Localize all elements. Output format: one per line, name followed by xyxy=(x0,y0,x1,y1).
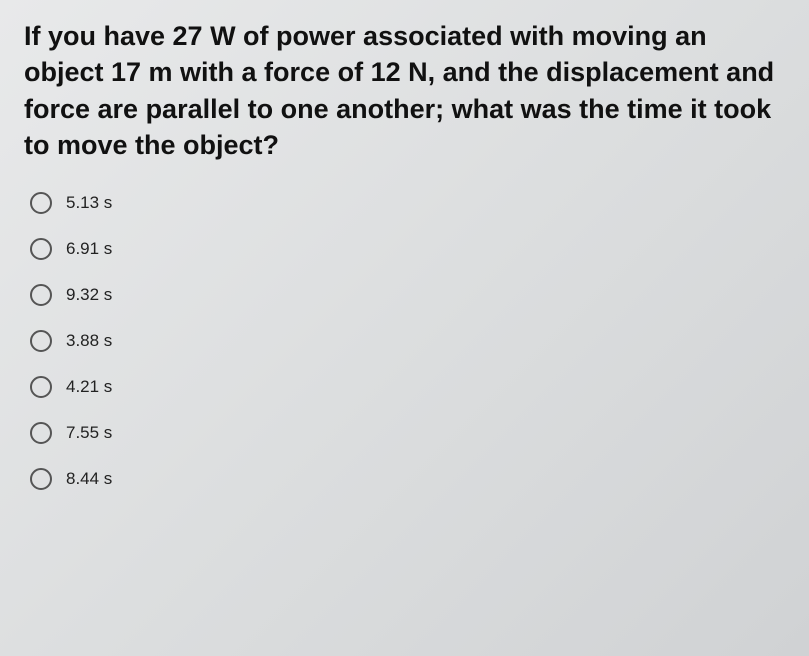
radio-icon[interactable] xyxy=(30,192,52,214)
radio-icon[interactable] xyxy=(30,422,52,444)
option-1[interactable]: 5.13 s xyxy=(30,192,785,214)
option-label: 5.13 s xyxy=(66,193,112,213)
option-3[interactable]: 9.32 s xyxy=(30,284,785,306)
option-7[interactable]: 8.44 s xyxy=(30,468,785,490)
option-5[interactable]: 4.21 s xyxy=(30,376,785,398)
radio-icon[interactable] xyxy=(30,468,52,490)
option-label: 6.91 s xyxy=(66,239,112,259)
option-label: 9.32 s xyxy=(66,285,112,305)
option-label: 8.44 s xyxy=(66,469,112,489)
options-list: 5.13 s 6.91 s 9.32 s 3.88 s 4.21 s 7.55 … xyxy=(24,192,785,490)
option-2[interactable]: 6.91 s xyxy=(30,238,785,260)
option-label: 4.21 s xyxy=(66,377,112,397)
option-label: 7.55 s xyxy=(66,423,112,443)
option-4[interactable]: 3.88 s xyxy=(30,330,785,352)
radio-icon[interactable] xyxy=(30,238,52,260)
option-6[interactable]: 7.55 s xyxy=(30,422,785,444)
option-label: 3.88 s xyxy=(66,331,112,351)
question-text: If you have 27 W of power associated wit… xyxy=(24,18,785,164)
radio-icon[interactable] xyxy=(30,284,52,306)
radio-icon[interactable] xyxy=(30,330,52,352)
radio-icon[interactable] xyxy=(30,376,52,398)
